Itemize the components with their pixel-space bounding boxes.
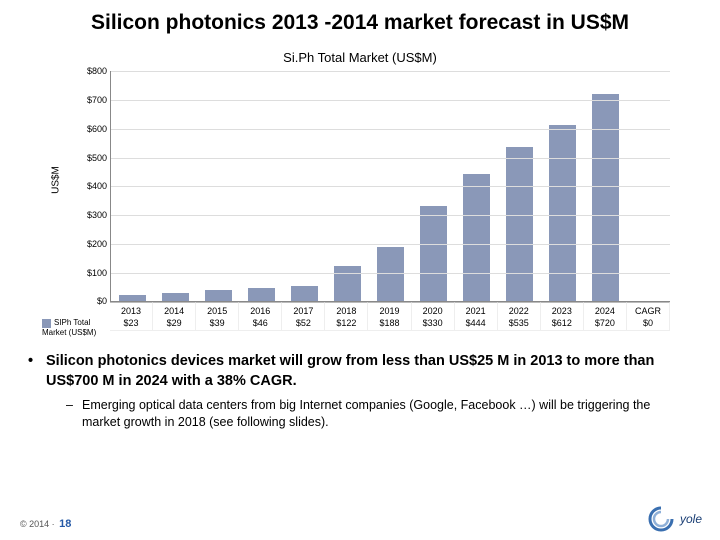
x-axis-row: 2013201420152016201720182019202020212022…	[40, 302, 680, 316]
x-tick-label: 2022	[498, 302, 541, 316]
x-tick-label: 2016	[239, 302, 282, 316]
y-tick-label: $200	[87, 239, 111, 249]
y-tick-label: $800	[87, 66, 111, 76]
y-tick-label: $600	[87, 124, 111, 134]
gridline	[111, 244, 670, 245]
gridline	[111, 215, 670, 216]
y-tick-label: $500	[87, 153, 111, 163]
y-tick-label: $400	[87, 181, 111, 191]
bar	[291, 286, 318, 301]
data-cell: $612	[541, 316, 584, 331]
gridline	[111, 273, 670, 274]
x-tick-label: CAGR	[627, 302, 670, 316]
gridline	[111, 100, 670, 101]
data-cell: $444	[455, 316, 498, 331]
bar	[377, 247, 404, 301]
bar	[162, 293, 189, 301]
bar	[549, 125, 576, 301]
y-tick-label: $700	[87, 95, 111, 105]
data-cell: $29	[153, 316, 196, 331]
data-cell: $39	[196, 316, 239, 331]
bullet-sub: – Emerging optical data centers from big…	[66, 397, 692, 431]
bar	[205, 290, 232, 301]
series-legend: SIPh Total Market (US$M)	[40, 318, 110, 336]
data-cell: $0	[627, 316, 670, 331]
series-swatch-icon	[42, 319, 51, 328]
x-tick-label: 2019	[368, 302, 411, 316]
bullet-marker-icon: •	[28, 352, 46, 391]
data-cell: $46	[239, 316, 282, 331]
data-cell: $188	[368, 316, 411, 331]
copyright-text: © 2014 ·	[20, 519, 55, 529]
chart-title: Si.Ph Total Market (US$M)	[40, 50, 680, 65]
x-tick-label: 2015	[196, 302, 239, 316]
title-band: Silicon photonics 2013 -2014 market fore…	[0, 0, 720, 42]
page-number: 18	[59, 518, 71, 530]
gridline	[111, 158, 670, 159]
data-cell: $122	[325, 316, 368, 331]
x-tick-label: 2024	[584, 302, 627, 316]
logo-text: yole	[680, 512, 702, 526]
gridline	[111, 71, 670, 72]
bar	[420, 206, 447, 301]
y-axis-label: US$M	[51, 166, 62, 194]
x-tick-label: 2013	[110, 302, 153, 316]
data-cell: $23	[110, 316, 153, 331]
x-tick-label: 2014	[153, 302, 196, 316]
gridline	[111, 186, 670, 187]
logo-swirl-icon	[648, 506, 674, 532]
bar	[119, 295, 146, 302]
bar	[506, 147, 533, 301]
data-cell: $52	[282, 316, 325, 331]
footer: © 2014 · 18	[20, 518, 71, 530]
bullet-main-text: Silicon photonics devices market will gr…	[46, 352, 692, 391]
bullet-main: • Silicon photonics devices market will …	[28, 352, 692, 391]
bullet-list: • Silicon photonics devices market will …	[28, 352, 692, 431]
x-tick-label: 2017	[282, 302, 325, 316]
x-tick-label: 2021	[455, 302, 498, 316]
logo: yole	[648, 506, 702, 532]
data-table-row: SIPh Total Market (US$M) $23$29$39$46$52…	[40, 316, 680, 334]
slide: Silicon photonics 2013 -2014 market fore…	[0, 0, 720, 540]
x-tick-label: 2020	[412, 302, 455, 316]
data-cell: $535	[498, 316, 541, 331]
data-cell: $720	[584, 316, 627, 331]
dash-marker-icon: –	[66, 397, 82, 431]
bar	[248, 288, 275, 301]
slide-title: Silicon photonics 2013 -2014 market fore…	[30, 10, 690, 36]
bar	[463, 174, 490, 302]
bar	[334, 266, 361, 301]
bullet-sub-text: Emerging optical data centers from big I…	[82, 397, 692, 431]
x-tick-label: 2018	[325, 302, 368, 316]
plot-area: $0$100$200$300$400$500$600$700$800	[110, 71, 670, 302]
chart: Si.Ph Total Market (US$M) US$M $0$100$20…	[40, 50, 680, 334]
bar	[592, 94, 619, 301]
y-tick-label: $300	[87, 210, 111, 220]
data-cell: $330	[412, 316, 455, 331]
y-tick-label: $100	[87, 268, 111, 278]
gridline	[111, 129, 670, 130]
x-tick-label: 2023	[541, 302, 584, 316]
